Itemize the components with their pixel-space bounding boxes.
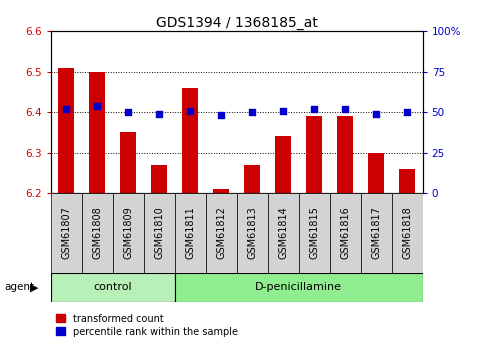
- Text: GSM61812: GSM61812: [216, 206, 226, 259]
- Text: GSM61811: GSM61811: [185, 207, 195, 259]
- Bar: [298, 193, 329, 273]
- Bar: [183, 88, 198, 193]
- Bar: [268, 193, 298, 273]
- Text: GSM61816: GSM61816: [340, 207, 350, 259]
- Text: ▶: ▶: [30, 282, 39, 292]
- Point: [341, 106, 349, 112]
- Bar: [338, 116, 353, 193]
- Text: GSM61807: GSM61807: [61, 206, 71, 259]
- Bar: [275, 136, 291, 193]
- Bar: [213, 189, 229, 193]
- Bar: [82, 193, 113, 273]
- Bar: [369, 152, 384, 193]
- Bar: [120, 132, 136, 193]
- Text: GSM61815: GSM61815: [309, 206, 319, 259]
- Text: GSM61817: GSM61817: [371, 206, 381, 259]
- Bar: [152, 165, 167, 193]
- Point: [372, 111, 380, 117]
- Bar: [175, 193, 206, 273]
- Point: [124, 109, 132, 115]
- Bar: [113, 193, 144, 273]
- Bar: [144, 193, 175, 273]
- Point: [62, 106, 70, 112]
- Text: control: control: [93, 282, 132, 292]
- Bar: [51, 193, 82, 273]
- Text: GSM61810: GSM61810: [154, 207, 164, 259]
- Point: [93, 103, 101, 108]
- Bar: [237, 193, 268, 273]
- Bar: [175, 273, 423, 302]
- Text: agent: agent: [5, 282, 35, 292]
- Point: [156, 111, 163, 117]
- Point: [186, 108, 194, 113]
- Bar: [361, 193, 392, 273]
- Text: GSM61818: GSM61818: [402, 207, 412, 259]
- Text: GSM61813: GSM61813: [247, 207, 257, 259]
- Text: GSM61808: GSM61808: [92, 207, 102, 259]
- Text: GSM61814: GSM61814: [278, 207, 288, 259]
- Point: [403, 109, 411, 115]
- Bar: [329, 193, 361, 273]
- Bar: [306, 116, 322, 193]
- Bar: [399, 169, 415, 193]
- Point: [248, 109, 256, 115]
- Point: [279, 108, 287, 113]
- Point: [310, 106, 318, 112]
- Bar: [89, 71, 105, 193]
- Bar: [244, 165, 260, 193]
- Bar: [392, 193, 423, 273]
- Point: [217, 112, 225, 118]
- Bar: [51, 273, 175, 302]
- Text: GSM61809: GSM61809: [123, 207, 133, 259]
- Legend: transformed count, percentile rank within the sample: transformed count, percentile rank withi…: [56, 314, 238, 337]
- Text: D-penicillamine: D-penicillamine: [255, 282, 342, 292]
- Title: GDS1394 / 1368185_at: GDS1394 / 1368185_at: [156, 16, 318, 30]
- Bar: [206, 193, 237, 273]
- Bar: [58, 68, 74, 193]
